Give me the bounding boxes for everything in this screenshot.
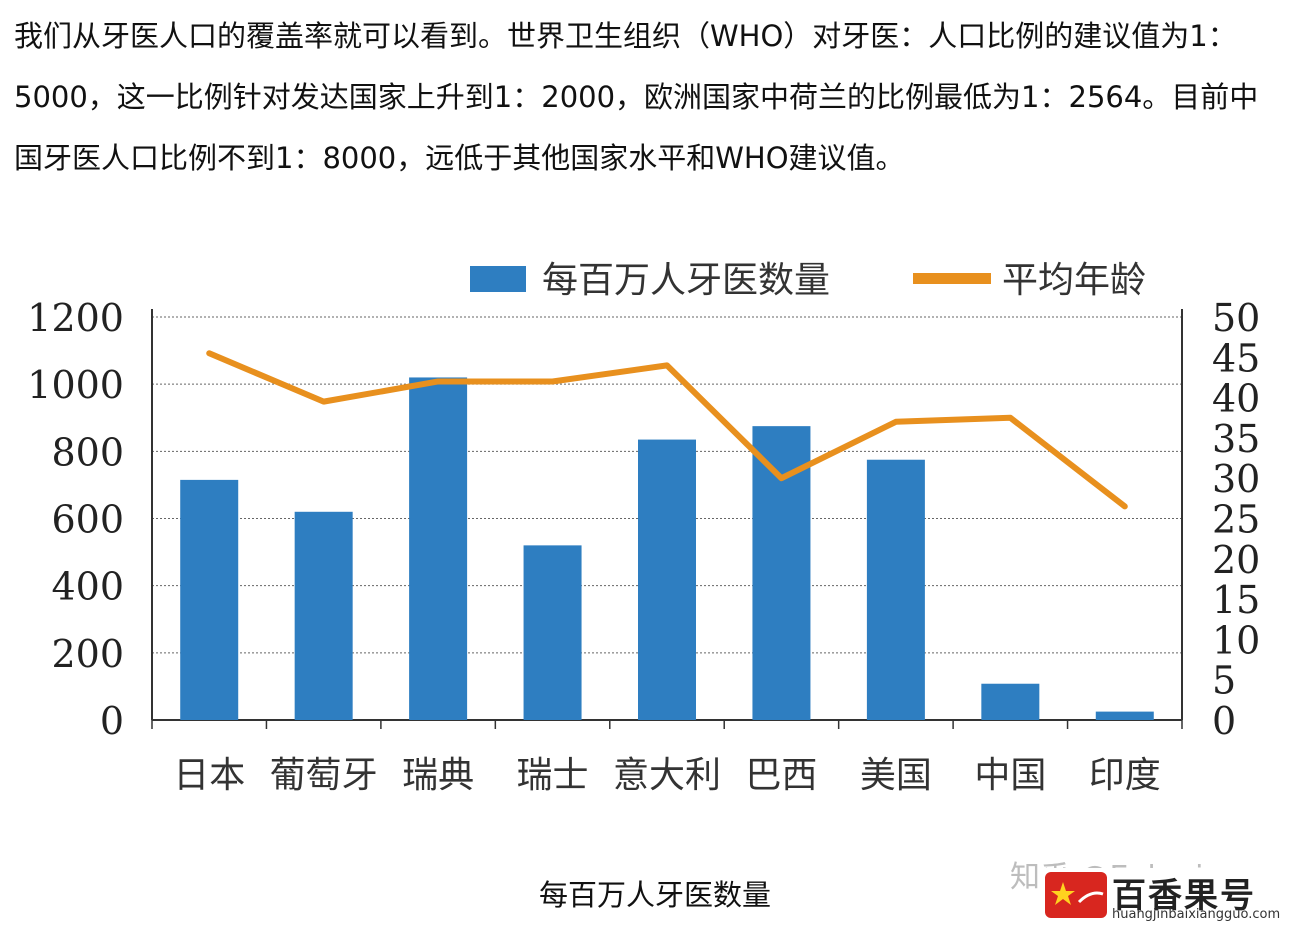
x-tick-label: 美国 [860,755,932,796]
y-right-tick-label: 20 [1212,538,1260,582]
bar [180,479,239,720]
brand-url: huangjinbaixiangguo.com [1112,907,1281,922]
line-point [1123,505,1126,508]
legend-swatch-bar [470,266,526,292]
bar [1095,711,1154,720]
dentist-chart: 0200400600800100012000510152025303540455… [27,260,1260,796]
brand-logo-icon [1045,872,1107,918]
line-point [208,352,211,355]
legend-label-line: 平均年龄 [1002,260,1146,301]
bar [523,545,582,720]
y-left-tick-label: 400 [51,565,124,609]
y-right-tick-label: 30 [1212,457,1260,501]
chart-caption: 每百万人牙医数量 [538,878,771,912]
bar [981,683,1040,720]
legend-label-bar: 每百万人牙医数量 [542,260,830,301]
y-right-tick-label: 50 [1212,296,1260,340]
bar [294,511,353,720]
x-tick-label: 日本 [173,755,245,796]
line-point [780,477,783,480]
y-right-tick-label: 5 [1212,659,1236,703]
y-right-tick-label: 35 [1212,417,1260,461]
bar [409,377,468,720]
x-tick-label: 巴西 [745,755,817,796]
x-tick-label: 瑞典 [402,755,474,796]
line-point [894,420,897,423]
y-right-tick-label: 40 [1212,377,1260,421]
y-left-tick-label: 200 [51,632,124,676]
bar [866,459,925,720]
line-point [322,400,325,403]
y-left-tick-label: 600 [51,498,124,542]
y-left-tick-label: 1200 [27,296,124,340]
y-right-tick-label: 0 [1212,699,1236,743]
y-right-tick-label: 45 [1212,336,1260,380]
bar [638,439,696,720]
y-left-tick-label: 1000 [27,363,124,407]
brand-name: 百香果号 [1112,876,1256,916]
line-point [437,380,440,383]
article-text: 我们从牙医人口的覆盖率就可以看到。世界卫生组织（WHO）对牙医：人口比例的建议值… [14,6,1284,189]
y-left-tick-label: 800 [51,430,124,474]
y-right-tick-label: 15 [1212,578,1260,622]
y-right-tick-label: 25 [1212,498,1260,542]
y-right-tick-label: 10 [1212,618,1260,662]
x-tick-label: 葡萄牙 [270,755,378,796]
x-tick-label: 中国 [974,755,1046,796]
x-tick-label: 意大利 [613,755,721,796]
line-point [666,364,668,367]
line-point [1009,416,1012,419]
x-tick-label: 印度 [1089,755,1161,796]
y-left-tick-label: 0 [100,699,124,743]
legend-swatch-line [913,273,991,284]
article-paragraph: 我们从牙医人口的覆盖率就可以看到。世界卫生组织（WHO）对牙医：人口比例的建议值… [14,19,1259,175]
x-tick-label: 瑞士 [517,755,589,796]
line-point [551,380,554,383]
